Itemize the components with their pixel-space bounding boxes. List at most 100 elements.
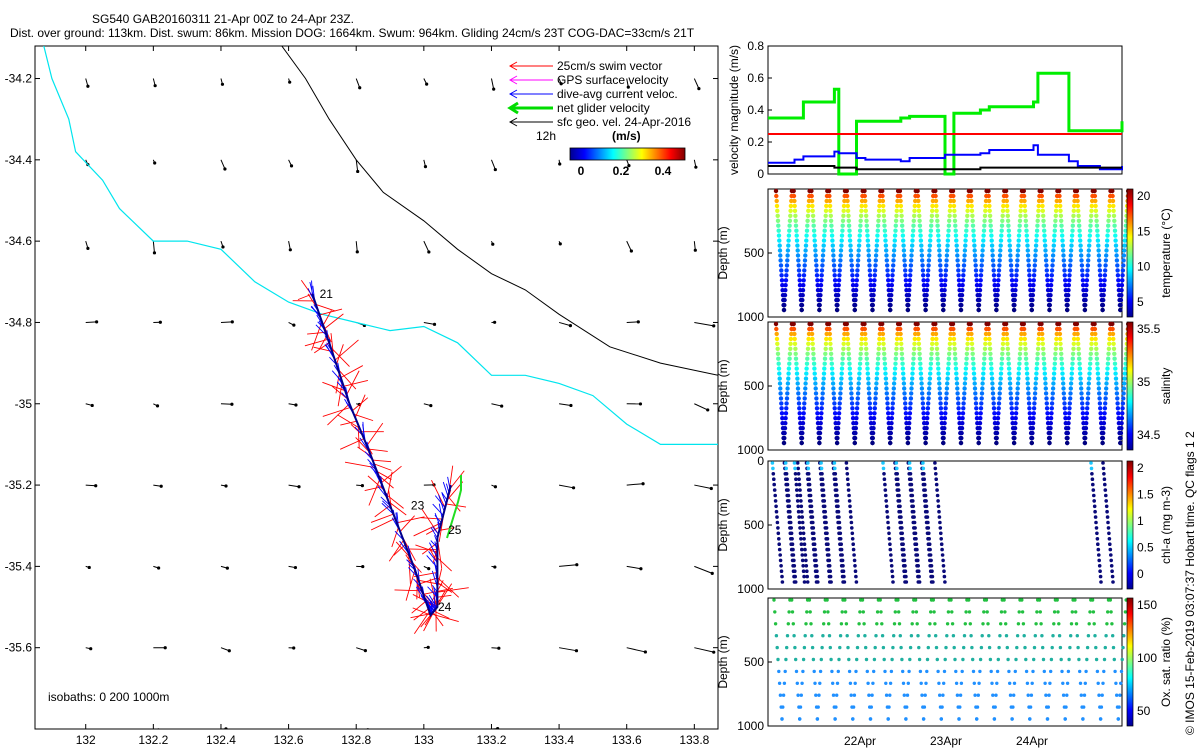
profile-sample [924,297,929,303]
profile-sample [1076,213,1081,218]
profile-sample [806,208,811,213]
profile-sample [819,406,824,411]
profile-sample [969,634,973,638]
profile-sample [1040,203,1045,209]
profile-sample [937,248,942,253]
profile-sample [1121,258,1126,263]
profile-sample [785,253,790,258]
profile-sample [870,440,875,446]
profile-sample [853,430,858,436]
profile-sample [1070,610,1075,614]
swim-vector [337,368,357,390]
profile-sample [853,288,859,293]
profile-sample [899,515,903,519]
profile-sample [873,391,878,396]
current-vector [434,514,442,524]
profile-sample [779,411,785,416]
profile-sample [1075,336,1081,342]
current-vector [434,495,446,509]
profile-sample [910,233,915,238]
profile-sample [884,499,888,503]
profile-sample [905,307,911,313]
profile-sample [796,509,801,514]
profile-sample [1111,634,1115,638]
profile-sample [1019,198,1024,204]
profile-sample [1031,278,1037,283]
profile-sample [884,493,888,498]
profile-sample [778,386,783,391]
profile-sample [806,331,812,337]
profile-sample [944,263,949,268]
profile-sample [809,504,814,509]
profile-sample [1102,273,1108,278]
profile-sample [881,213,887,218]
profile-sample [1109,553,1113,557]
profile-sample [1043,681,1047,685]
profile-sample [955,258,960,263]
geo-velocity-arrowhead [220,82,225,86]
profile-sample [829,233,835,238]
profile-sample [908,406,913,411]
profile-sample [801,657,806,662]
profile-sample [1047,693,1051,697]
profile-sample [798,705,803,709]
profile-sample [888,440,893,446]
chart-title: SG540 GAB20160311 21-Apr 00Z to 24-Apr 2… [92,12,354,26]
profile-sample [784,657,788,662]
profile-sample [1067,657,1071,662]
geo-velocity-arrowhead [361,564,365,569]
profile-sample [827,331,832,337]
profile-sample [1121,645,1125,650]
profile-sample [838,531,843,536]
profile-sample [944,258,949,263]
profile-sample [878,598,882,602]
profile-sample [846,213,851,218]
profile-sample [889,416,894,421]
swim-vector [373,463,392,471]
profile-sample [1094,218,1099,223]
profile-sample [862,622,866,626]
geo-velocity-arrowhead [356,169,360,174]
profile-sample [1095,233,1100,238]
profile-sample [1083,302,1088,308]
profile-sample [800,426,805,431]
colorbar-label: chl-a (mg m-3) [1159,486,1173,564]
profile-sample [1105,622,1109,626]
colorbar-tick-label: 10 [1137,260,1151,274]
profile-sample [984,598,989,602]
profile-sample [825,531,829,536]
profile-sample [933,198,939,204]
profile-sample [1039,326,1045,332]
profile-sample [1113,669,1117,674]
legend-label-sfc: sfc geo. vel. 24-Apr-2016 [557,115,691,129]
profile-sample [1094,356,1100,361]
profile-sample [778,553,782,557]
profile-sample [936,243,942,248]
profile-sample [806,466,811,471]
profile-sample [1036,341,1041,346]
profile-sample [1007,371,1012,376]
profile-sample [1048,416,1054,421]
profile-sample [784,268,789,273]
profile-sample [908,645,913,650]
profile-sample [945,238,951,243]
profile-sample [1070,356,1076,361]
profile-sample [924,293,929,298]
profile-sample [1043,243,1048,248]
profile-sample [820,263,825,268]
profile-sample [804,371,809,376]
profile-sample [886,717,890,721]
profile-sample [918,233,923,238]
swim-vector [385,493,404,509]
profile-sample [973,258,978,263]
profile-sample [1043,391,1049,396]
profile-sample [928,622,932,626]
profile-sample [826,188,832,194]
profile-sample [892,622,897,626]
profile-sample [787,223,792,228]
profile-sample [1013,421,1018,426]
profile-sample [948,331,953,337]
profile-sample [1031,411,1037,416]
geo-velocity-arrowhead [157,566,161,570]
profile-sample [1008,263,1014,268]
